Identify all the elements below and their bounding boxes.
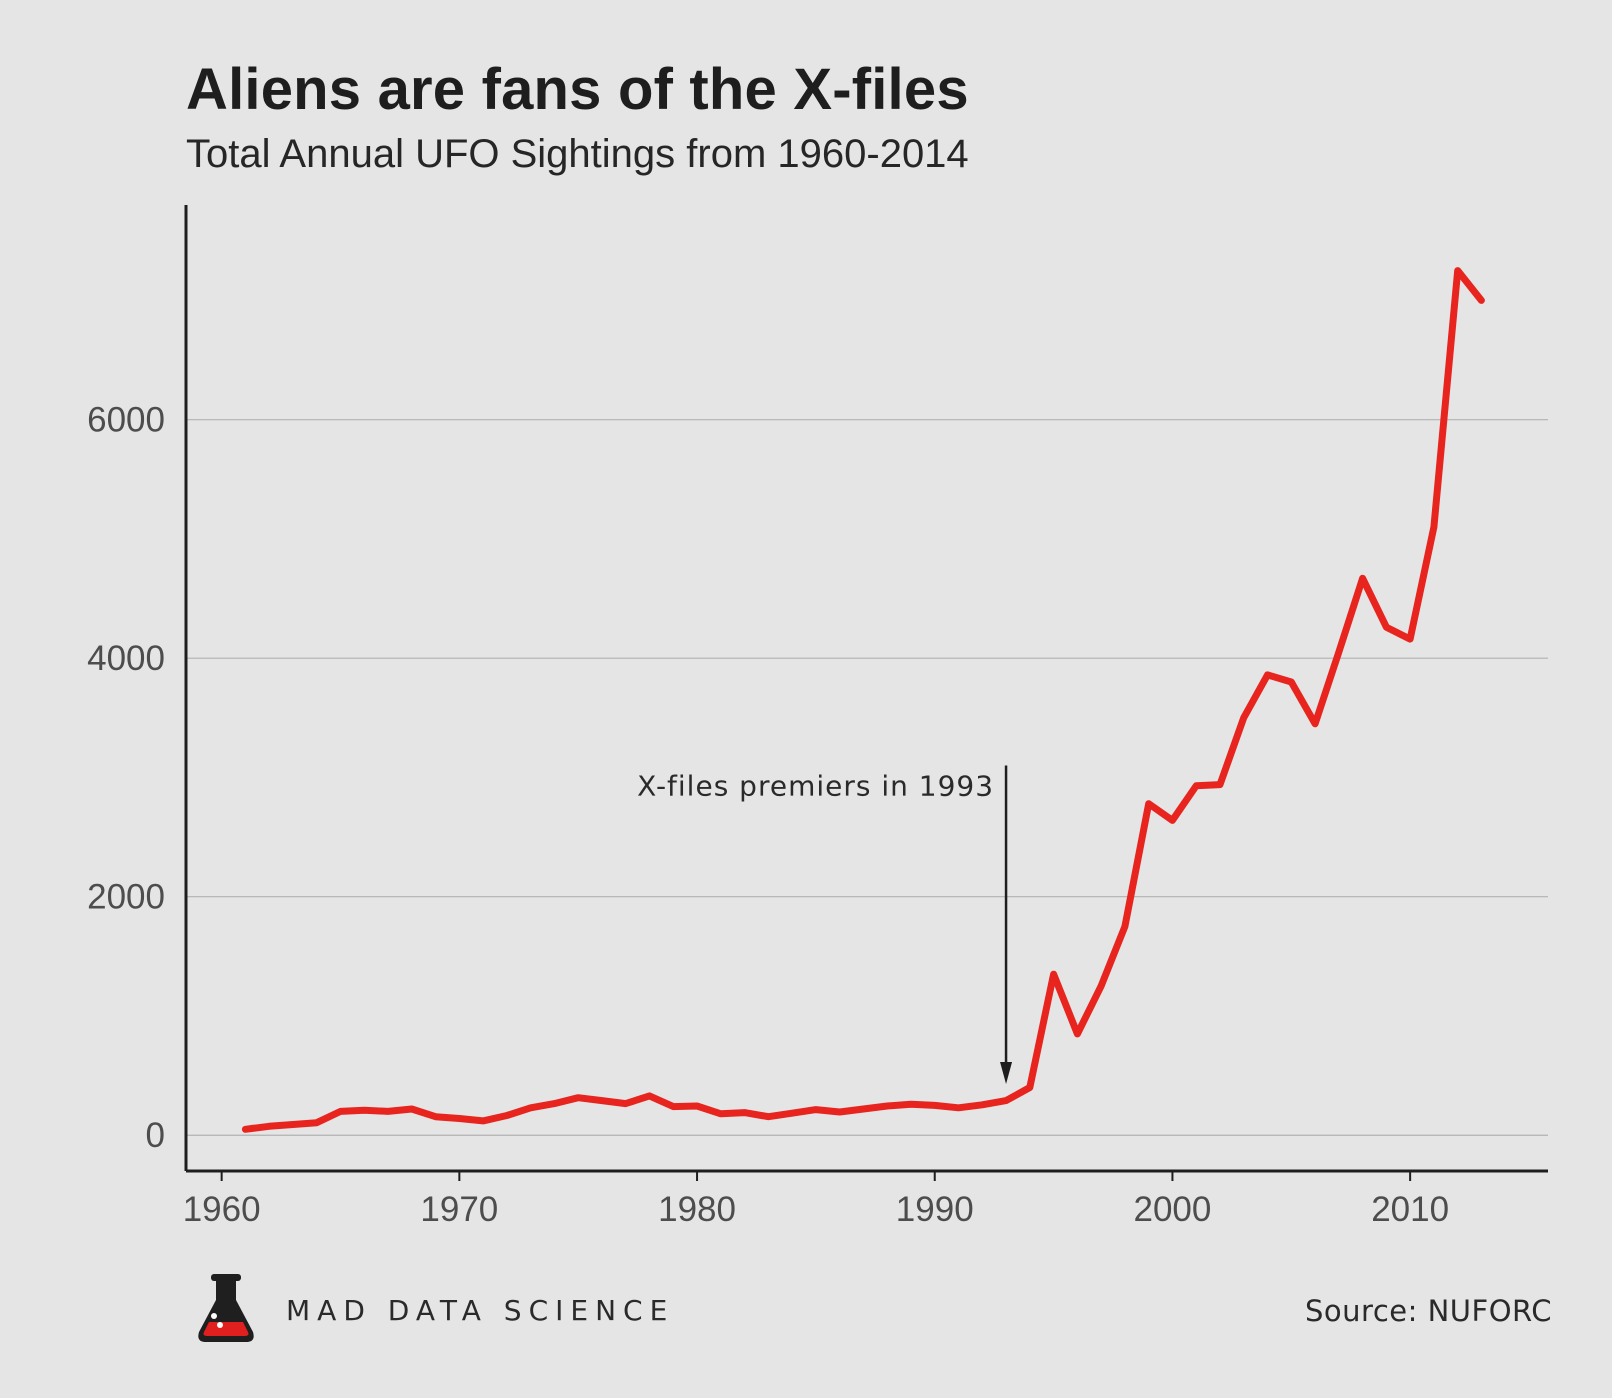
x-axis-ticks: 1960 1970 1980 1990 2000 2010	[183, 1171, 1449, 1229]
chart-subtitle: Total Annual UFO Sightings from 1960-201…	[186, 132, 969, 176]
annotation-layer: X-files premiers in 1993	[637, 765, 1013, 1084]
x-tick-label: 2000	[1134, 1190, 1212, 1229]
flask-icon	[196, 1272, 256, 1349]
annotation-arrowhead	[1000, 1061, 1013, 1084]
y-tick-label: 0	[146, 1116, 165, 1155]
x-tick-label: 1980	[658, 1190, 736, 1229]
chart-title: Aliens are fans of the X-files	[186, 57, 969, 122]
gridlines	[186, 419, 1548, 1136]
series-layer	[241, 267, 1485, 1133]
y-tick-label: 4000	[87, 639, 165, 678]
x-tick-label: 1970	[420, 1190, 498, 1229]
brand-name: MAD DATA SCIENCE	[286, 1294, 675, 1327]
x-tick-label: 1960	[183, 1190, 261, 1229]
series-line	[241, 267, 1485, 1133]
x-tick-label: 2010	[1371, 1190, 1449, 1229]
y-tick-label: 2000	[87, 878, 165, 917]
annotation-label: X-files premiers in 1993	[637, 770, 994, 803]
x-tick-label: 1990	[896, 1190, 974, 1229]
source-note: Source: NUFORC	[1305, 1294, 1552, 1328]
brand: MAD DATA SCIENCE	[196, 1272, 674, 1349]
y-axis-ticks: 0 2000 4000 6000	[87, 401, 165, 1156]
y-tick-label: 6000	[87, 401, 165, 440]
